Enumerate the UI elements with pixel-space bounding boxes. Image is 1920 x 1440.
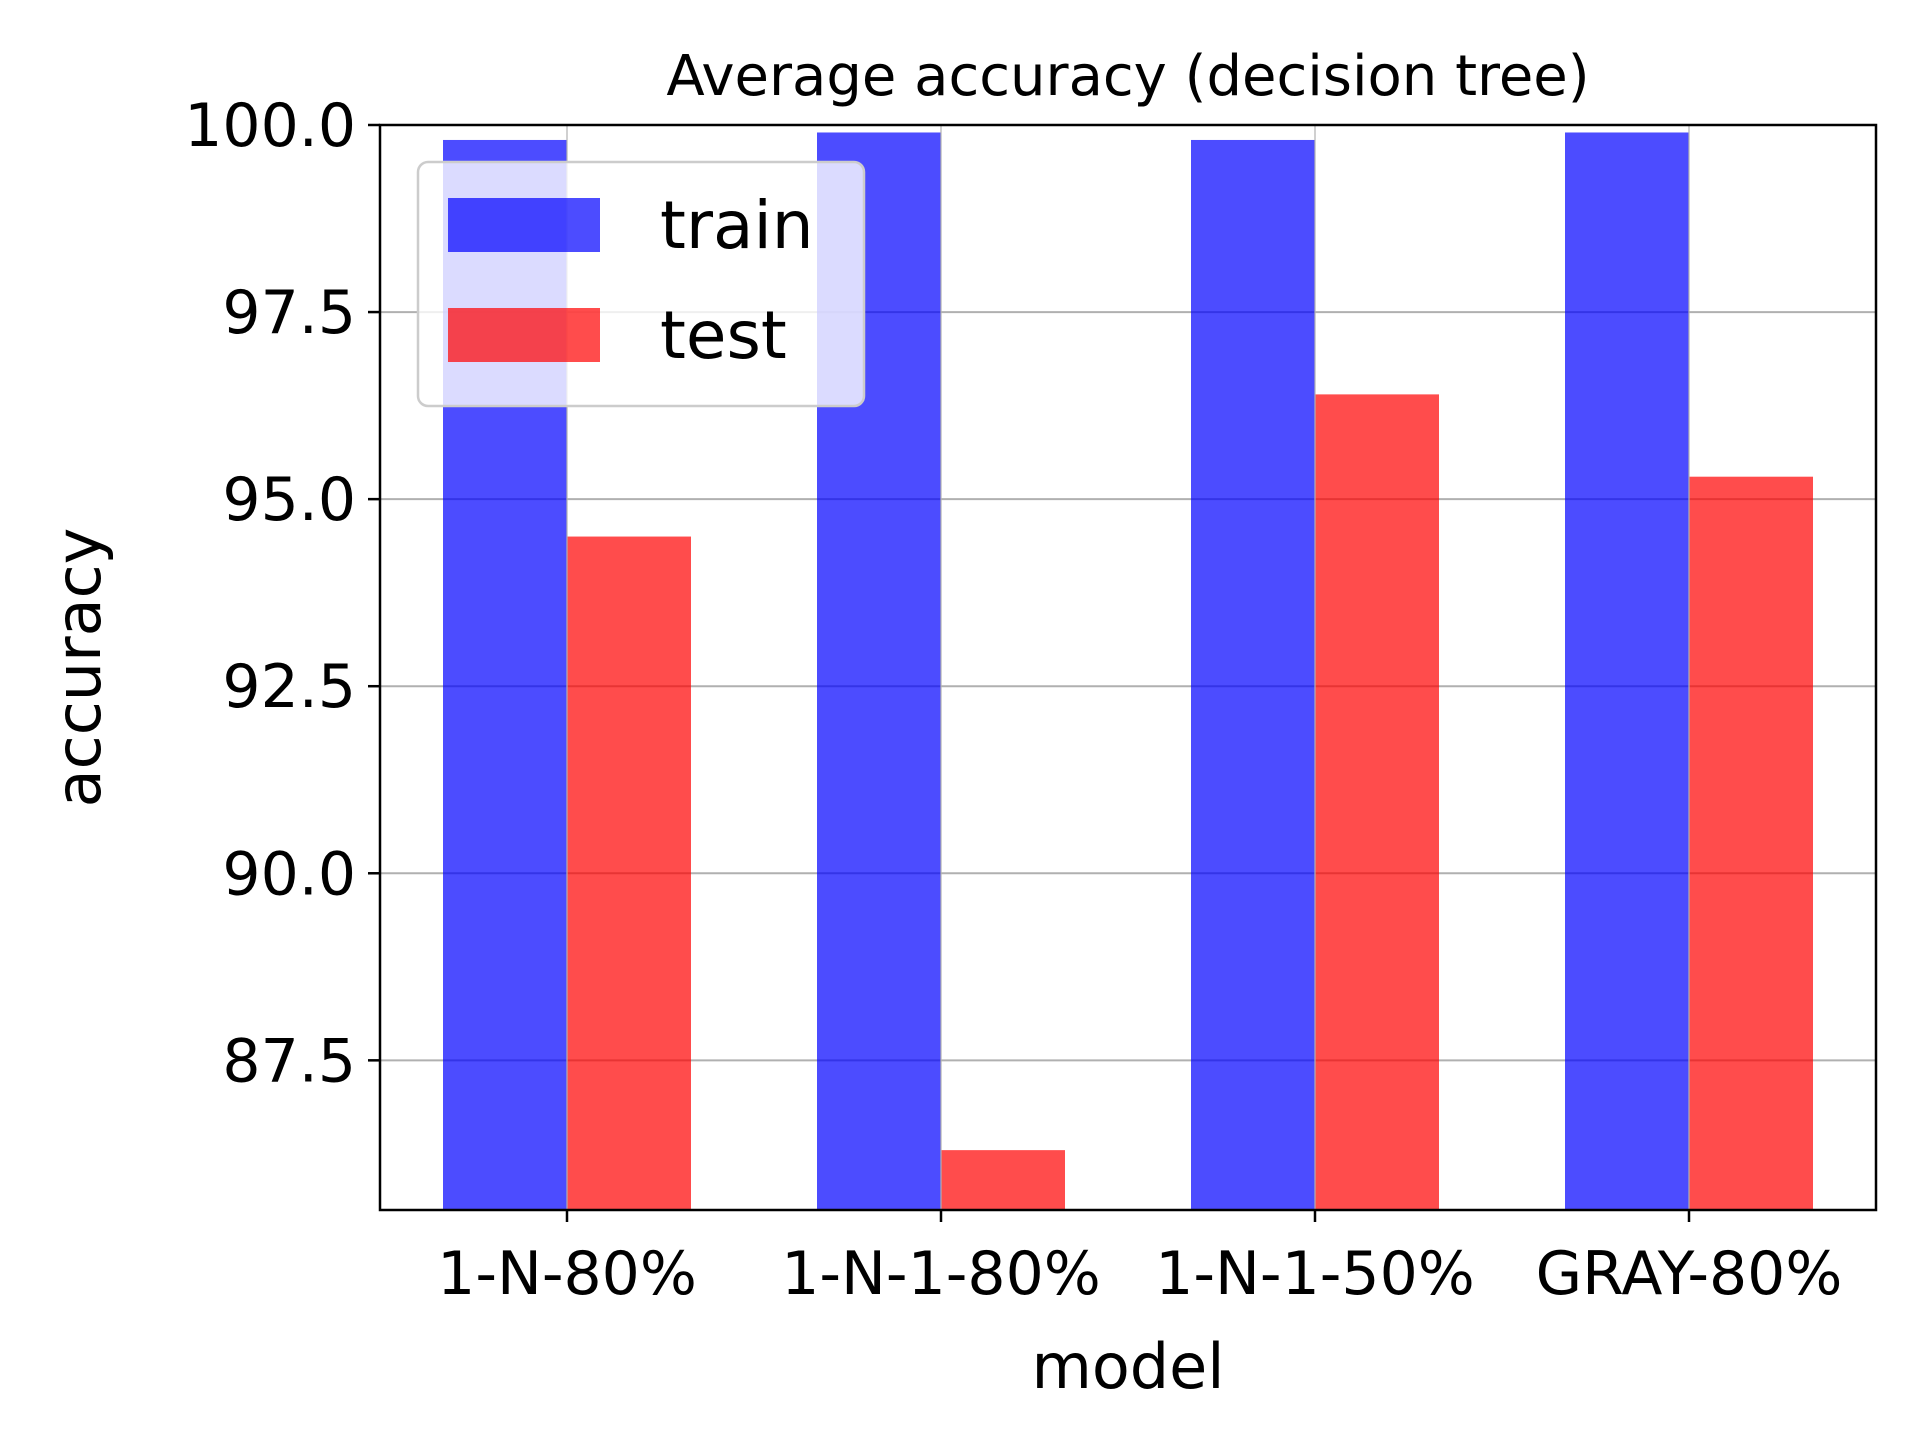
y-tick-label: 95.0 [222, 465, 356, 535]
y-tick-label: 97.5 [222, 278, 356, 348]
legend: train test [416, 160, 866, 408]
y-tick-label: 90.0 [222, 839, 356, 909]
bar-train-2 [1191, 139, 1315, 1210]
y-tick-label: 87.5 [222, 1026, 356, 1096]
y-axis-label: accuracy [42, 528, 115, 808]
bar-test-2 [1315, 394, 1439, 1211]
bar-train-3 [1565, 132, 1689, 1210]
y-tick-label: 100.0 [184, 91, 356, 161]
x-tick-label: 1-N-1-80% [781, 1239, 1101, 1309]
x-tick-label: GRAY-80% [1536, 1239, 1843, 1309]
bar-layer [443, 125, 1813, 1211]
x-tick-label: 1-N-80% [437, 1239, 697, 1309]
x-axis-label: model [1031, 1330, 1224, 1403]
bar-test-3 [1689, 476, 1813, 1210]
x-tick-label: 1-N-1-50% [1155, 1239, 1475, 1309]
y-tick-label: 92.5 [222, 652, 356, 722]
legend-swatch-train [448, 198, 600, 252]
axis-layer: 87.5 90.0 92.5 95.0 97.5 100.0 1-N-80% 1-N-1-80… [184, 91, 1878, 1309]
bar-test-0 [567, 536, 691, 1210]
plot-frame [378, 123, 1878, 1212]
legend-swatch-test [448, 308, 600, 362]
legend-label-test: test [660, 297, 787, 374]
chart-title: Average accuracy (decision tree) [666, 44, 1589, 109]
bar-test-1 [941, 1150, 1065, 1210]
legend-label-train: train [660, 187, 814, 264]
